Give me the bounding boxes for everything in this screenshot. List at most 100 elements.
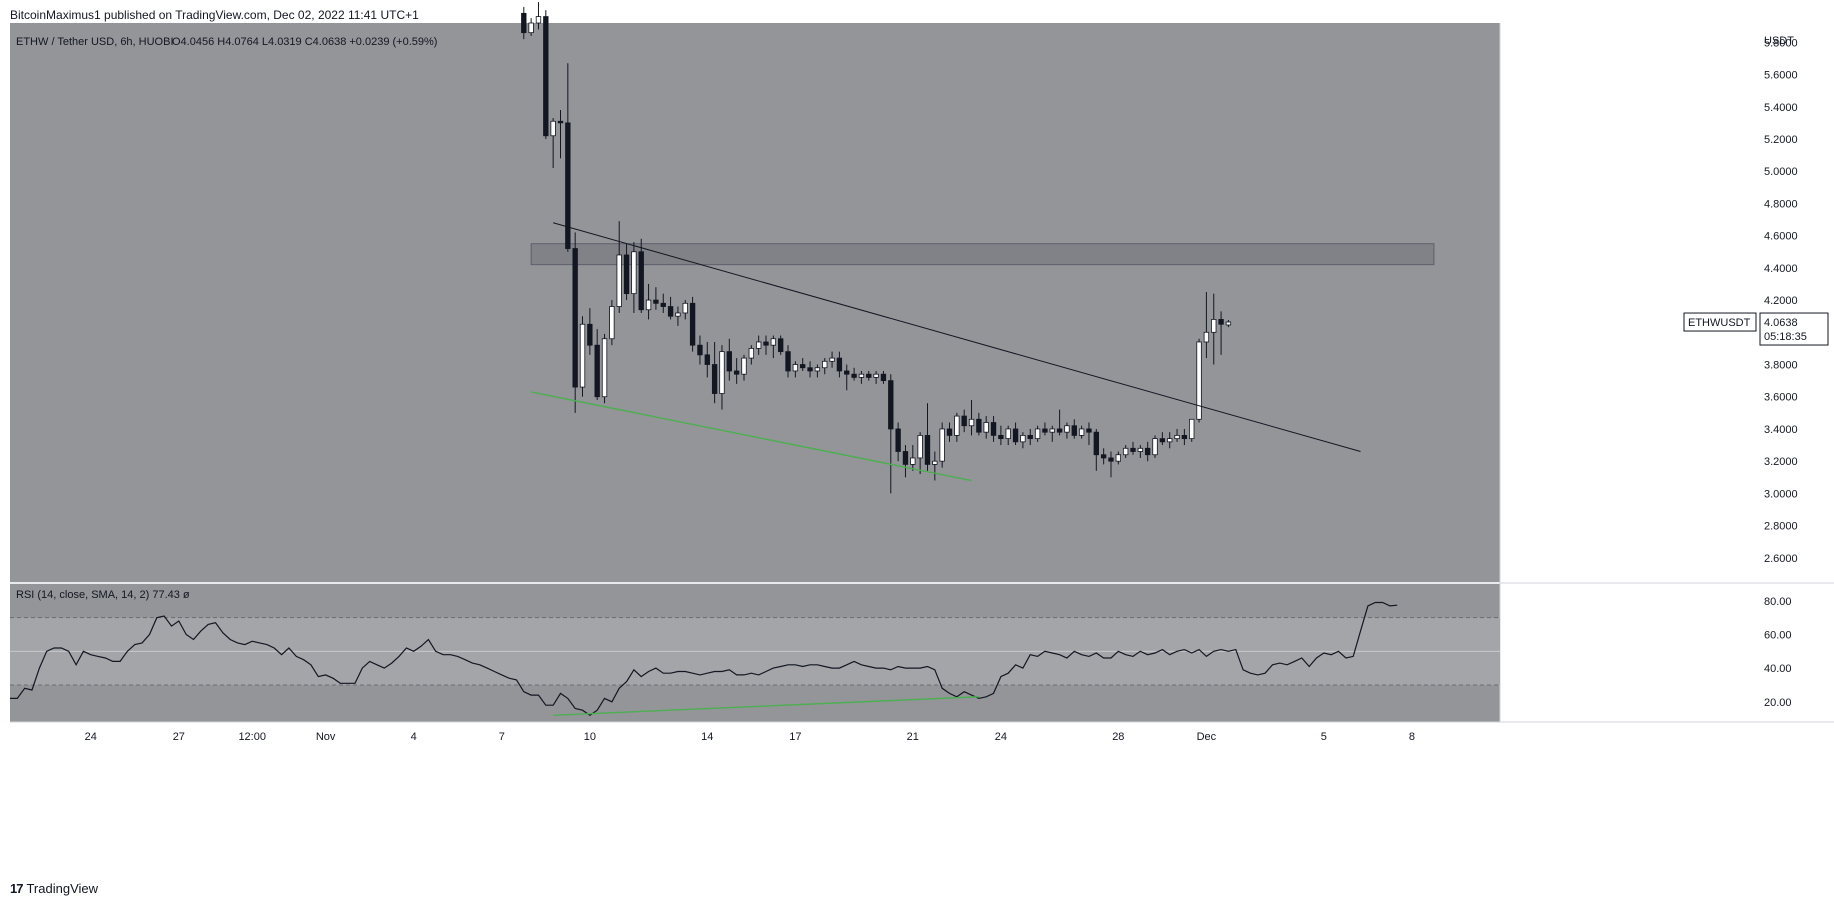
- symbol-tag: [1683, 312, 1757, 332]
- candle: [924, 435, 931, 465]
- candle: [638, 251, 644, 311]
- candle: [954, 415, 960, 436]
- candle: [550, 120, 556, 137]
- candle: [1203, 331, 1210, 343]
- candle: [785, 351, 791, 372]
- candle: [998, 435, 1004, 440]
- candle: [1071, 425, 1077, 436]
- candle: [1167, 438, 1173, 443]
- candle: [645, 299, 652, 311]
- candle: [1093, 431, 1099, 456]
- candle: [1152, 438, 1158, 456]
- publisher-header: BitcoinMaximus1 published on TradingView…: [10, 8, 419, 22]
- candle: [770, 338, 777, 346]
- candle: [1137, 447, 1144, 452]
- candle: [528, 22, 534, 34]
- candle: [814, 367, 821, 372]
- candle: [1100, 454, 1107, 459]
- price-tick-label: 3.4000: [1764, 424, 1798, 436]
- price-tick-label: 5.8000: [1764, 37, 1798, 49]
- price-tag-countdown: 05:18:35: [1764, 331, 1807, 343]
- candle: [1034, 428, 1041, 440]
- candle: [851, 373, 857, 378]
- candle: [689, 302, 696, 346]
- price-pane-background: [10, 23, 1500, 582]
- candle: [719, 351, 725, 394]
- tradingview-logo-icon: 17: [10, 881, 24, 896]
- candle: [763, 341, 769, 346]
- time-tick-label: Nov: [316, 731, 336, 743]
- price-tick-label: 3.0000: [1764, 488, 1798, 500]
- candle: [888, 380, 894, 430]
- price-tick-label: 4.2000: [1764, 295, 1798, 307]
- price-tick-label: 5.4000: [1764, 102, 1798, 114]
- candle: [1174, 435, 1180, 440]
- candle: [616, 254, 622, 307]
- candle: [1225, 321, 1232, 326]
- candle: [990, 422, 997, 436]
- rsi-tick-label: 20.00: [1764, 697, 1792, 709]
- price-tick-label: 3.2000: [1764, 456, 1798, 468]
- candle: [579, 323, 586, 388]
- rsi-tick-label: 80.00: [1764, 596, 1792, 608]
- candle: [675, 312, 681, 317]
- candle: [778, 338, 784, 353]
- candle: [792, 364, 799, 372]
- time-tick-label: 7: [499, 731, 505, 743]
- candle: [968, 418, 975, 427]
- price-tick-label: 5.2000: [1764, 134, 1798, 146]
- time-tick-label: 24: [995, 731, 1007, 743]
- ohlc-legend: O4.0456 H4.0764 L4.0319 C4.0638 +0.0239 …: [172, 36, 437, 48]
- price-tick-label: 2.6000: [1764, 553, 1798, 565]
- rsi-tick-label: 40.00: [1764, 663, 1792, 675]
- candle: [844, 370, 850, 375]
- candle: [917, 435, 923, 459]
- candle: [873, 373, 879, 378]
- candle: [755, 341, 762, 349]
- candle: [1056, 428, 1063, 433]
- symbol-tag-label: ETHWUSDT: [1688, 317, 1751, 329]
- candle: [1064, 425, 1070, 433]
- time-tick-label: 14: [701, 731, 713, 743]
- resistance-zone: [530, 243, 1435, 266]
- candle: [1189, 418, 1195, 440]
- candle: [631, 251, 637, 295]
- candle: [1078, 428, 1085, 436]
- candle: [1012, 428, 1019, 443]
- currency-label: USDT: [1764, 35, 1794, 47]
- candle: [1218, 319, 1224, 325]
- price-tick-label: 4.6000: [1764, 231, 1798, 243]
- candle: [1181, 435, 1188, 440]
- candle: [807, 367, 813, 372]
- candle: [572, 248, 578, 388]
- descending-trendline: [553, 222, 1361, 452]
- candle: [543, 16, 549, 137]
- price-tick-label: 3.8000: [1764, 360, 1798, 372]
- time-tick-label: 28: [1112, 731, 1124, 743]
- time-tick-label: 21: [907, 731, 919, 743]
- candle: [594, 344, 600, 398]
- candle: [939, 428, 945, 462]
- candle: [880, 373, 887, 382]
- price-tick-label: 3.6000: [1764, 392, 1798, 404]
- candle: [1049, 428, 1055, 433]
- candle: [704, 354, 710, 365]
- candle: [932, 460, 938, 465]
- candle: [711, 364, 718, 394]
- candle: [866, 373, 872, 378]
- candle: [1005, 428, 1011, 440]
- candle: [836, 357, 843, 372]
- time-tick-label: 24: [85, 731, 97, 743]
- rsi-legend: RSI (14, close, SMA, 14, 2) 77.43 ø: [16, 589, 190, 601]
- time-tick-label: 4: [411, 731, 417, 743]
- candle: [697, 344, 703, 356]
- time-tick-label: 17: [789, 731, 801, 743]
- price-tag-value: 4.0638: [1764, 317, 1798, 329]
- time-tick-label: 27: [173, 731, 185, 743]
- candle: [902, 451, 909, 465]
- candle: [653, 299, 659, 304]
- candle: [623, 254, 630, 295]
- candle: [1042, 428, 1048, 433]
- time-tick-label: 10: [584, 731, 596, 743]
